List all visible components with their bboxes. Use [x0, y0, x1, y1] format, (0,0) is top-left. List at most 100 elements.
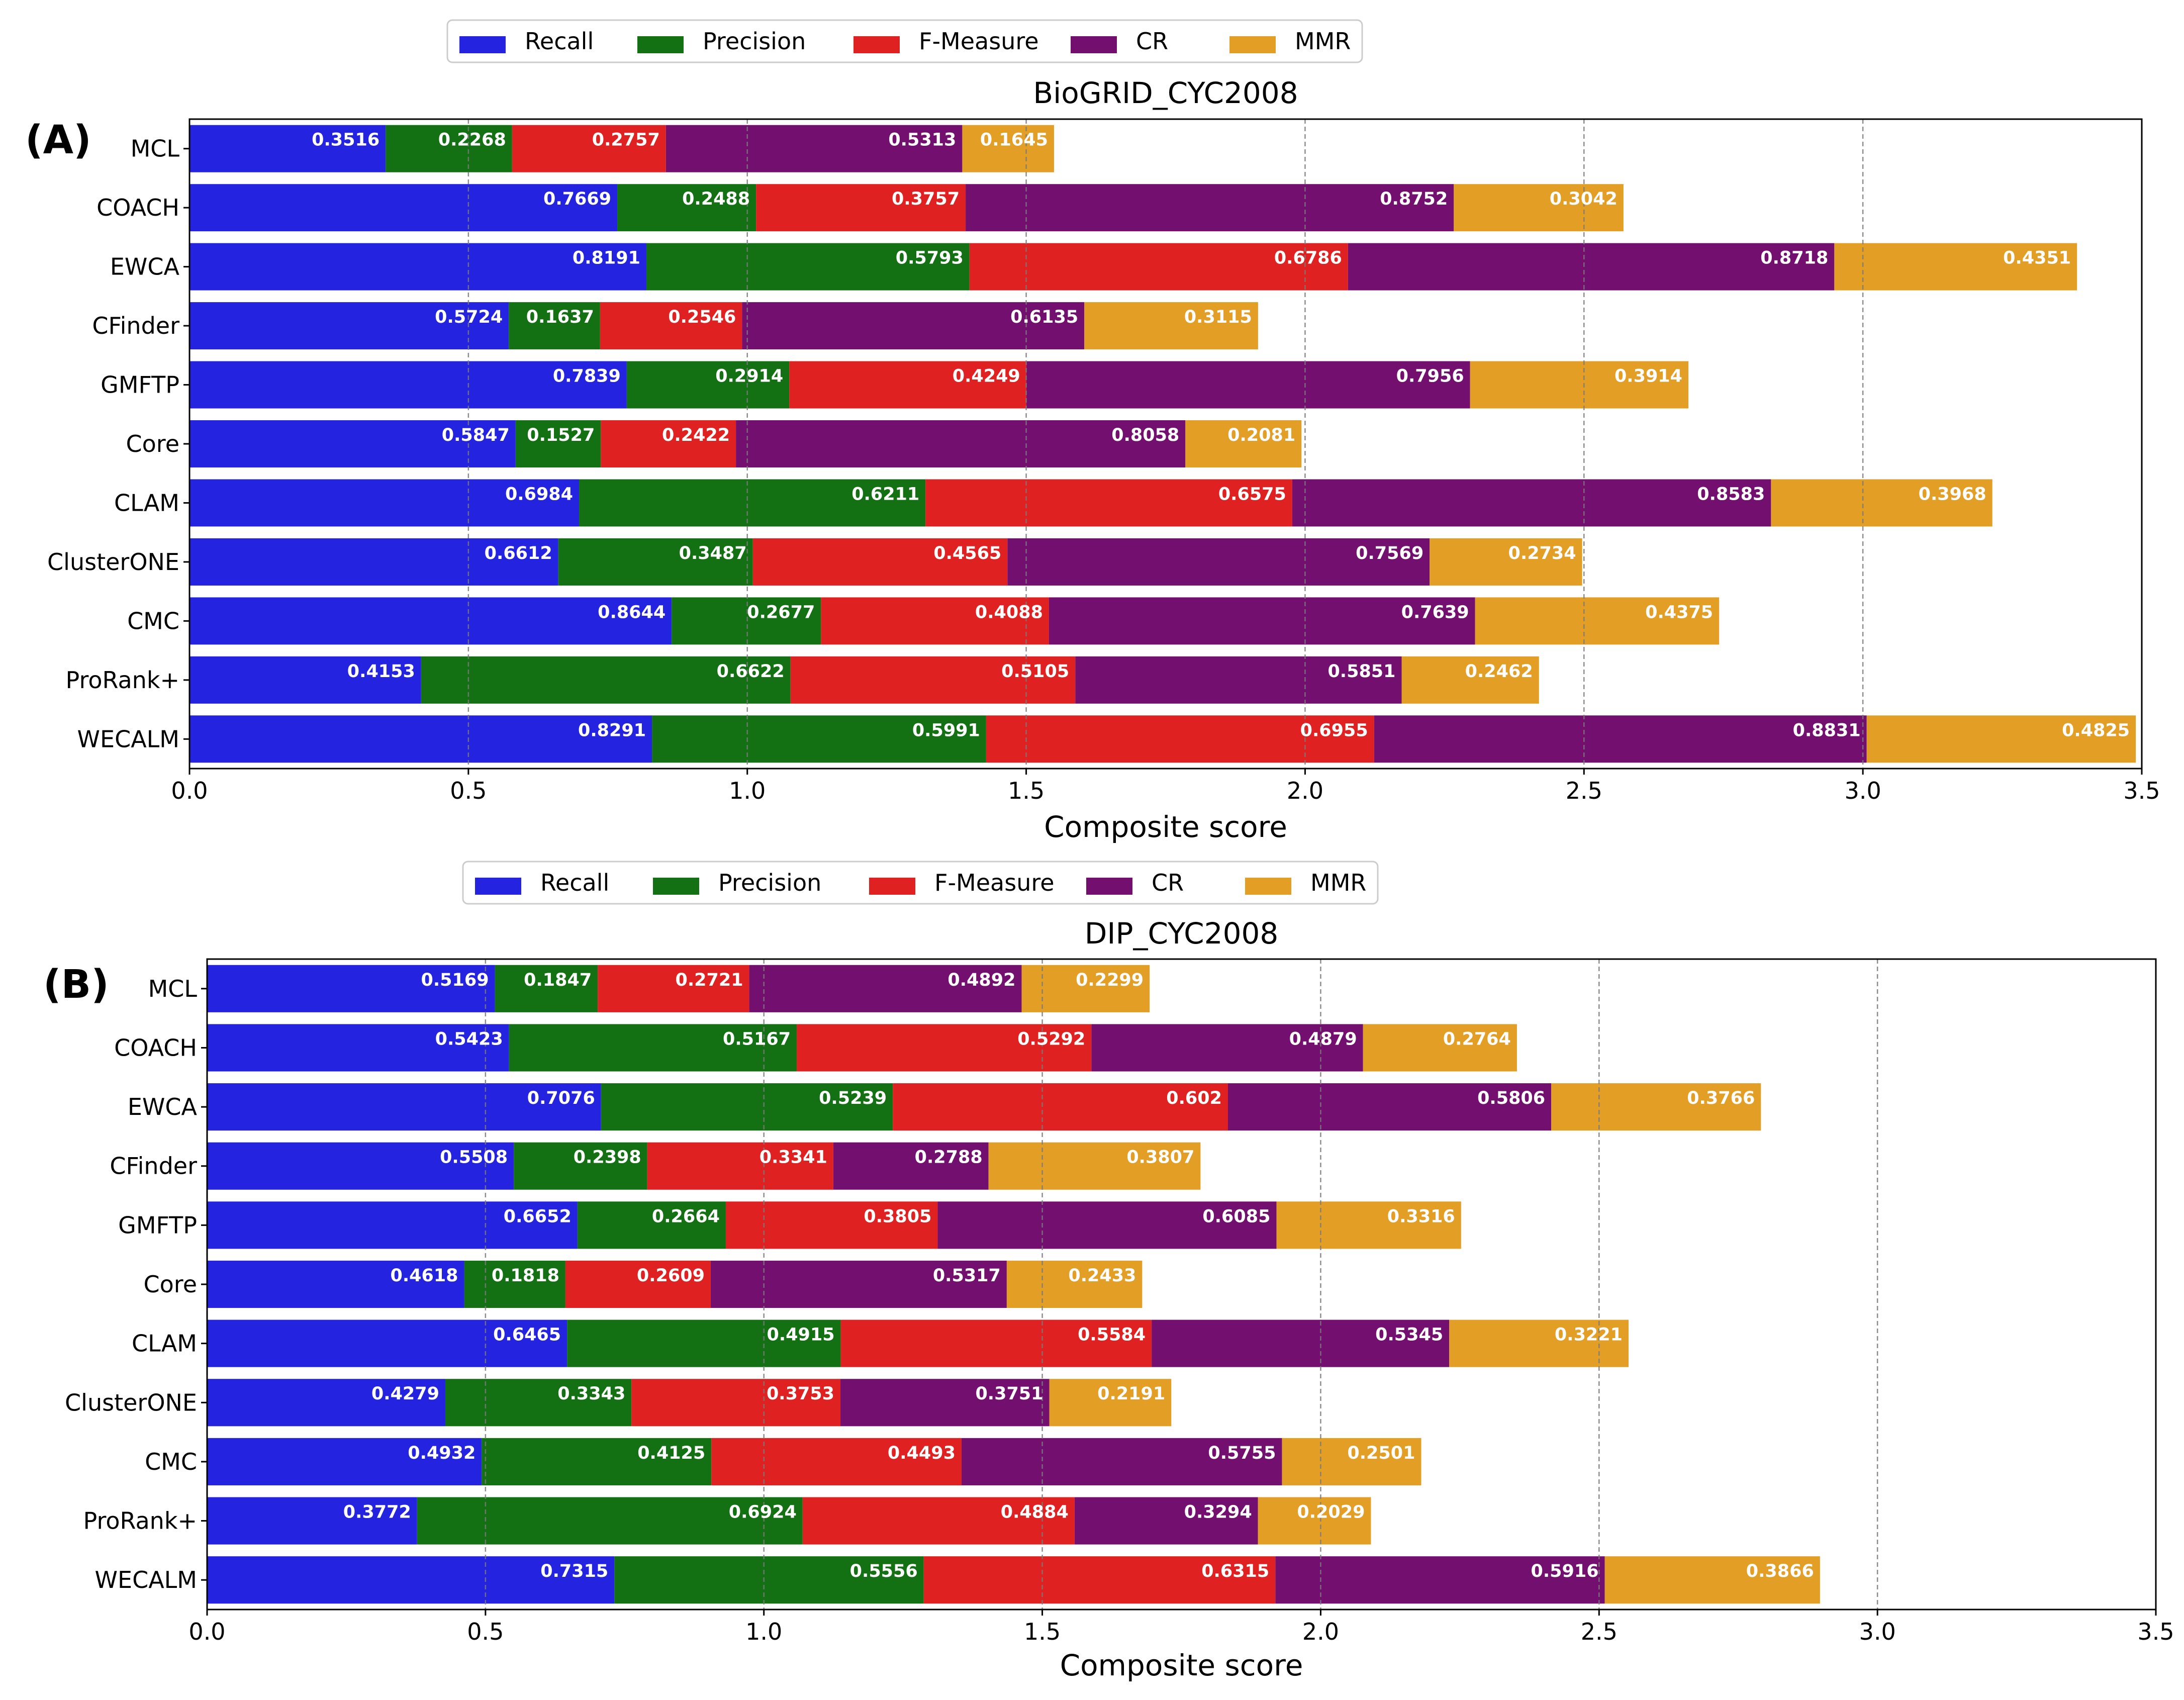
x-tick-label: 0.5: [450, 777, 487, 804]
data-label: 0.3766: [1687, 1088, 1755, 1108]
data-label: 0.5239: [819, 1088, 887, 1108]
bar-cmc-cr: [1049, 597, 1475, 645]
bar-ewca-f-measure: [969, 243, 1348, 291]
data-label: 0.3042: [1550, 189, 1618, 209]
y-tick-label: GMFTP: [101, 371, 179, 399]
data-label: 0.4932: [408, 1443, 476, 1463]
bar-prorankplus-f-measure: [802, 1497, 1075, 1545]
bar-cmc-precision: [672, 597, 821, 645]
data-label: 0.602: [1166, 1088, 1222, 1108]
bar-clam-precision: [567, 1319, 841, 1367]
data-label: 0.2433: [1068, 1266, 1136, 1286]
data-label: 0.5851: [1327, 662, 1395, 682]
bar-cmc-precision: [482, 1438, 712, 1485]
legend-label-f-measure: F-Measure: [919, 28, 1039, 55]
x-tick-label: 0.0: [188, 1618, 225, 1645]
bar-core-precision: [515, 420, 601, 467]
data-label: 0.3753: [767, 1384, 834, 1404]
data-label: 0.5556: [850, 1561, 918, 1581]
y-tick-label: ProRank+: [66, 667, 179, 694]
data-label: 0.6924: [729, 1502, 797, 1522]
data-label: 0.5793: [896, 248, 964, 268]
data-label: 0.2677: [747, 602, 815, 622]
data-label: 0.3487: [679, 543, 747, 563]
panel-b-x-axis-title: Composite score: [1060, 1648, 1303, 1682]
data-label: 0.2488: [682, 189, 750, 209]
data-label: 0.7669: [543, 189, 611, 209]
panel-a-x-axis-title: Composite score: [1044, 810, 1287, 844]
bar-coach-recall: [207, 1024, 509, 1072]
data-label: 0.2609: [637, 1266, 705, 1286]
bar-mcl-precision: [386, 125, 512, 172]
data-label: 0.5345: [1375, 1325, 1443, 1345]
bar-clam-cr: [1292, 479, 1771, 527]
panel-b-x-axis: 0.0 0.5 1.0 1.5 2.0 2.5 3.0 3.5 Composite score: [188, 1610, 2174, 1682]
bar-cfinder-recall: [189, 302, 509, 350]
data-label: 0.4879: [1289, 1029, 1357, 1049]
bar-clam-precision: [579, 479, 926, 527]
bar-clam-f-measure: [925, 479, 1292, 527]
legend-label-f-measure: F-Measure: [934, 869, 1055, 896]
bar-gmftp-cr: [937, 1201, 1277, 1249]
bar-gmftp-cr: [1026, 361, 1470, 409]
bar-wecalm-cr: [1275, 1556, 1605, 1604]
legend-label-precision: Precision: [703, 28, 806, 55]
bar-wecalm-precision: [614, 1556, 924, 1604]
legend-swatch-precision: [653, 878, 699, 895]
data-label: 0.5755: [1208, 1443, 1276, 1463]
legend-label-cr: CR: [1152, 869, 1184, 896]
x-tick-label: 3.0: [1859, 1618, 1896, 1645]
data-label: 0.4088: [975, 602, 1043, 622]
panel-a-x-axis: 0.0 0.5 1.0 1.5 2.0 2.5 3.0 3.5 Composite score: [171, 769, 2160, 844]
data-label: 0.6652: [504, 1206, 572, 1226]
data-label: 0.3516: [312, 130, 379, 150]
bar-wecalm-f-measure: [986, 715, 1374, 763]
panel-a-legend: Recall Precision F-Measure CR MMR: [446, 19, 1363, 63]
bar-clam-cr: [1152, 1319, 1450, 1367]
data-label: 0.5508: [440, 1148, 508, 1168]
data-label: 0.5292: [1017, 1029, 1085, 1049]
data-label: 0.2734: [1508, 543, 1576, 563]
bar-cmc-recall: [207, 1438, 482, 1485]
bar-ewca-recall: [207, 1083, 601, 1131]
x-tick-label: 2.0: [1287, 777, 1323, 804]
data-label: 0.1847: [524, 970, 592, 990]
bar-wecalm-recall: [207, 1556, 615, 1604]
legend-swatch-cr: [1086, 878, 1132, 895]
bar-cfinder-mmr: [988, 1142, 1201, 1190]
y-tick-label: Core: [126, 430, 179, 457]
bar-prorankplus-mmr: [1401, 656, 1539, 704]
bar-cfinder-precision: [509, 302, 600, 350]
bar-gmftp-mmr: [1276, 1201, 1461, 1249]
data-label: 0.5847: [442, 425, 510, 445]
bar-clusterone-precision: [445, 1379, 632, 1427]
y-tick-label: ClusterONE: [65, 1389, 197, 1416]
bar-prorankplus-recall: [189, 656, 421, 704]
data-label: 0.8644: [598, 602, 666, 622]
bar-cfinder-f-measure: [600, 302, 742, 350]
panel-b-y-axis: MCL COACH EWCA CFinder GMFTP Core CLAM ClusterO…: [65, 975, 207, 1593]
bar-coach-cr: [966, 184, 1454, 232]
x-tick-label: 0.0: [171, 777, 208, 804]
y-tick-label: EWCA: [110, 253, 180, 280]
data-label: 0.2299: [1076, 970, 1144, 990]
y-tick-label: GMFTP: [118, 1211, 197, 1239]
bar-clusterone-f-measure: [752, 538, 1008, 586]
x-tick-label: 1.5: [1024, 1618, 1061, 1645]
data-label: 0.6786: [1274, 248, 1342, 268]
y-tick-label: MCL: [131, 135, 180, 162]
legend-swatch-recall: [459, 36, 506, 53]
bar-cfinder-mmr: [1084, 302, 1258, 350]
data-label: 0.5584: [1078, 1325, 1146, 1345]
data-label: 0.8752: [1380, 189, 1448, 209]
panel-b-bars: [207, 965, 1820, 1604]
y-tick-label: ProRank+: [83, 1507, 197, 1535]
data-label: 0.6575: [1218, 484, 1286, 504]
data-label: 0.6135: [1010, 307, 1078, 327]
bar-coach-precision: [617, 184, 756, 232]
bar-ewca-f-measure: [893, 1083, 1228, 1131]
y-tick-label: COACH: [114, 1034, 197, 1061]
data-label: 0.3805: [864, 1206, 931, 1226]
data-label: 0.4351: [2003, 248, 2071, 268]
bar-core-precision: [464, 1260, 565, 1308]
